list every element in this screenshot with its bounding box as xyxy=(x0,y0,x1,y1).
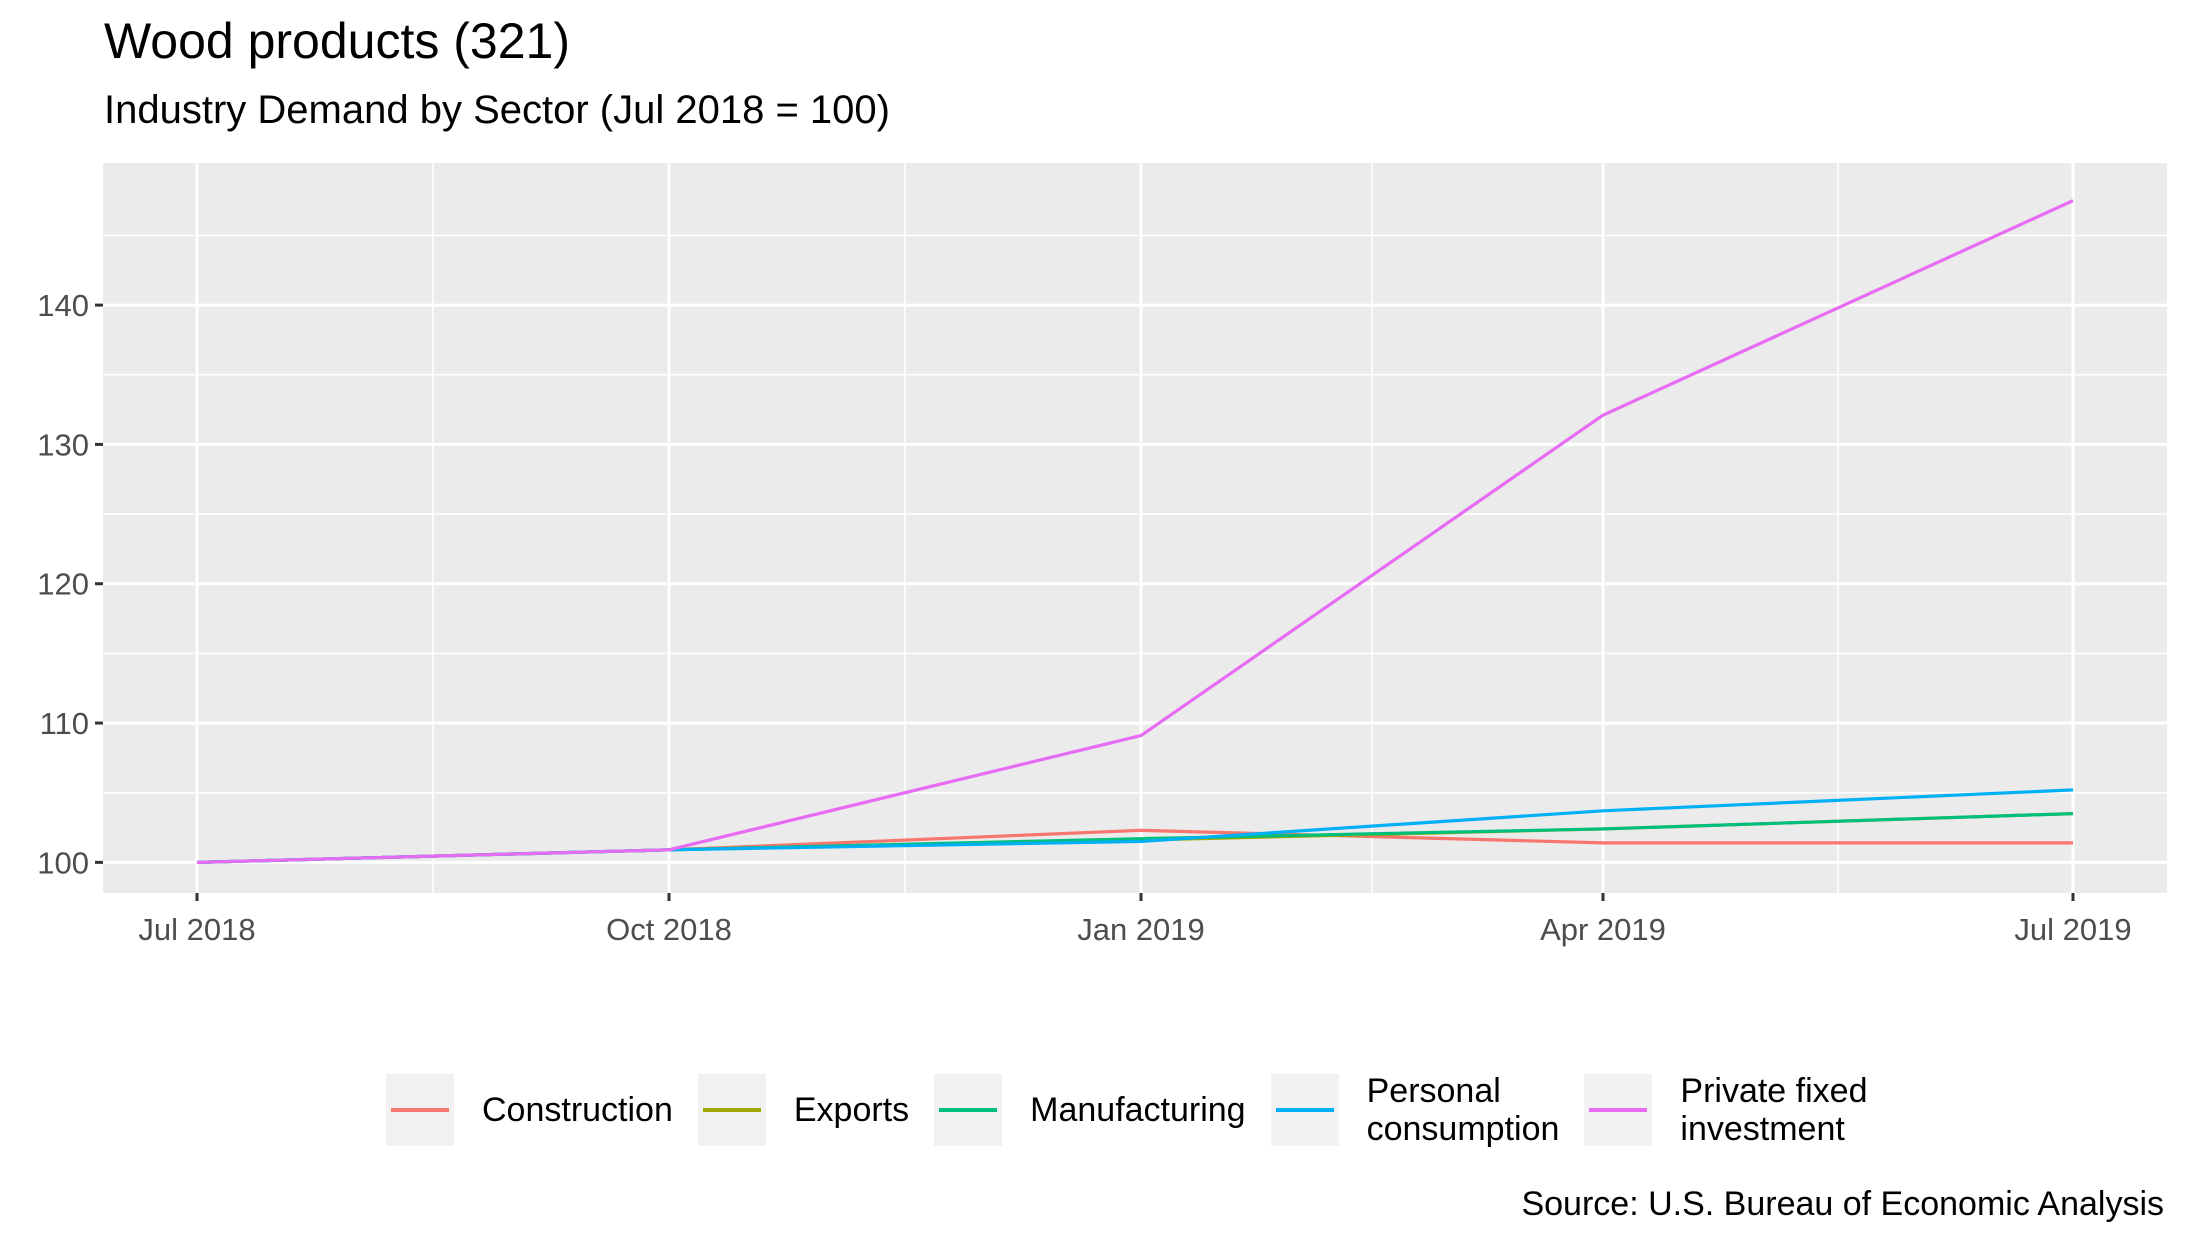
y-axis: 100 110 120 130 140 xyxy=(37,288,103,880)
plot-panel xyxy=(103,163,2167,893)
legend-label: Manufacturing xyxy=(1030,1091,1246,1129)
source-caption: Source: U.S. Bureau of Economic Analysis xyxy=(1521,1185,2164,1223)
legend-swatch-private-fixed-investment xyxy=(1589,1108,1648,1112)
x-tick-label: Oct 2018 xyxy=(606,912,732,947)
series-line-private-fixed-investment xyxy=(196,199,2074,864)
x-tick-label: Apr 2019 xyxy=(1540,912,1666,947)
legend-key xyxy=(386,1074,454,1146)
legend-swatch-construction xyxy=(391,1108,449,1112)
legend-item-personal-consumption: Personal consumption xyxy=(1270,1072,1560,1148)
y-tick-label: 110 xyxy=(40,706,89,741)
legend-item-construction: Construction xyxy=(386,1074,673,1146)
y-tick-label: 100 xyxy=(37,845,89,880)
legend-swatch-exports xyxy=(702,1108,761,1112)
series-lines xyxy=(196,199,2074,864)
x-tick-label: Jul 2018 xyxy=(138,912,255,947)
legend-label: Personal consumption xyxy=(1366,1072,1560,1148)
legend-swatch-manufacturing xyxy=(939,1108,998,1112)
y-tick-label: 130 xyxy=(37,427,89,462)
chart-title: Wood products (321) xyxy=(104,13,570,69)
legend: Construction Exports Manufacturing Perso… xyxy=(386,1072,1892,1148)
major-gridlines xyxy=(103,163,2167,893)
x-tick-label: Jul 2019 xyxy=(2014,912,2131,947)
legend-key xyxy=(1270,1074,1339,1146)
legend-key xyxy=(1584,1074,1653,1146)
legend-label: Private fixed investment xyxy=(1680,1072,1868,1148)
chart-subtitle: Industry Demand by Sector (Jul 2018 = 10… xyxy=(104,88,890,132)
y-tick-label: 120 xyxy=(37,567,89,602)
legend-item-exports: Exports xyxy=(697,1074,910,1146)
legend-label: Construction xyxy=(482,1091,673,1129)
legend-item-manufacturing: Manufacturing xyxy=(934,1074,1246,1146)
x-axis: Jul 2018 Oct 2018 Jan 2019 Apr 2019 Jul 2019 xyxy=(138,893,2132,947)
legend-swatch-personal-consumption xyxy=(1275,1108,1334,1112)
legend-key xyxy=(934,1074,1003,1146)
legend-label: Exports xyxy=(793,1091,910,1129)
y-tick-label: 140 xyxy=(37,288,89,323)
x-tick-label: Jan 2019 xyxy=(1077,912,1205,947)
minor-gridlines xyxy=(103,163,2167,893)
legend-item-private-fixed-investment: Private fixed investment xyxy=(1584,1072,1867,1148)
legend-key xyxy=(697,1074,766,1146)
